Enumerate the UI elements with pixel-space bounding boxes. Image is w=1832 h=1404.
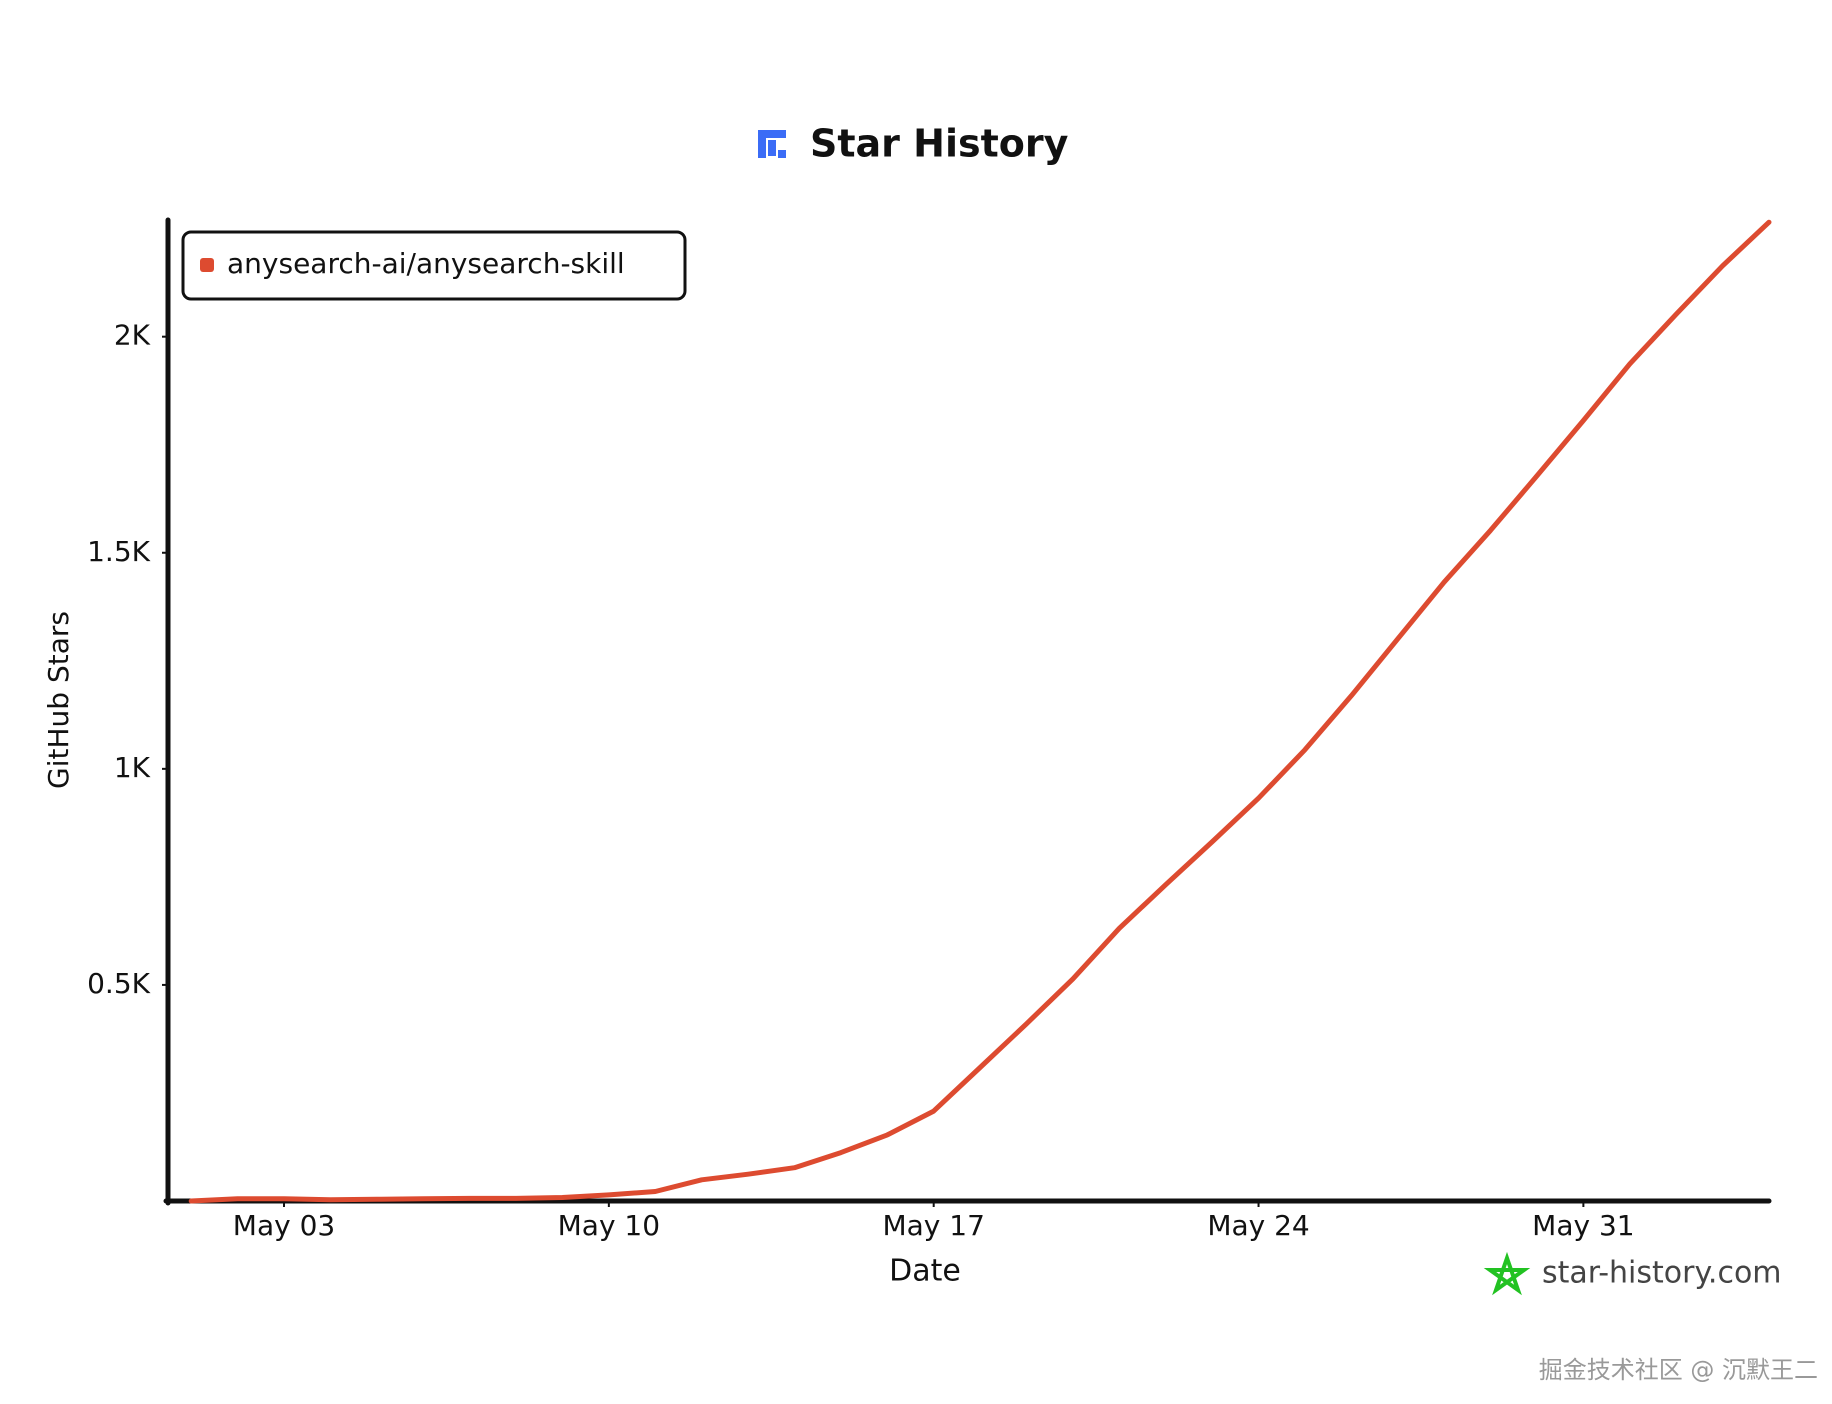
watermark: star-history.com xyxy=(1483,1251,1782,1296)
footer: 掘金技术社区 @ 沉默王二 xyxy=(1539,1356,1818,1384)
legend-label: anysearch-ai/anysearch-skill xyxy=(227,247,625,280)
y-tick-label: 1.5K xyxy=(87,535,151,568)
y-tick-label: 0.5K xyxy=(87,967,151,1000)
x-axis-label: Date xyxy=(889,1254,961,1289)
y-tick-label: 2K xyxy=(114,319,151,352)
x-tick-label: May 03 xyxy=(233,1209,335,1242)
legend-swatch xyxy=(200,258,214,272)
x-tick-label: May 31 xyxy=(1532,1209,1634,1242)
series-line xyxy=(188,219,1772,1204)
y-tick-label: 1K xyxy=(114,751,151,784)
y-axis-label: GitHub Stars xyxy=(42,611,75,789)
logo xyxy=(758,130,786,158)
chart-title: Star History xyxy=(810,122,1069,166)
x-tick-label: May 24 xyxy=(1207,1209,1309,1242)
x-tick-label: May 17 xyxy=(882,1209,984,1242)
watermark-icon xyxy=(1483,1251,1531,1296)
legend-box xyxy=(181,230,687,301)
watermark-text: star-history.com xyxy=(1542,1256,1782,1291)
x-tick-label: May 10 xyxy=(558,1209,660,1242)
